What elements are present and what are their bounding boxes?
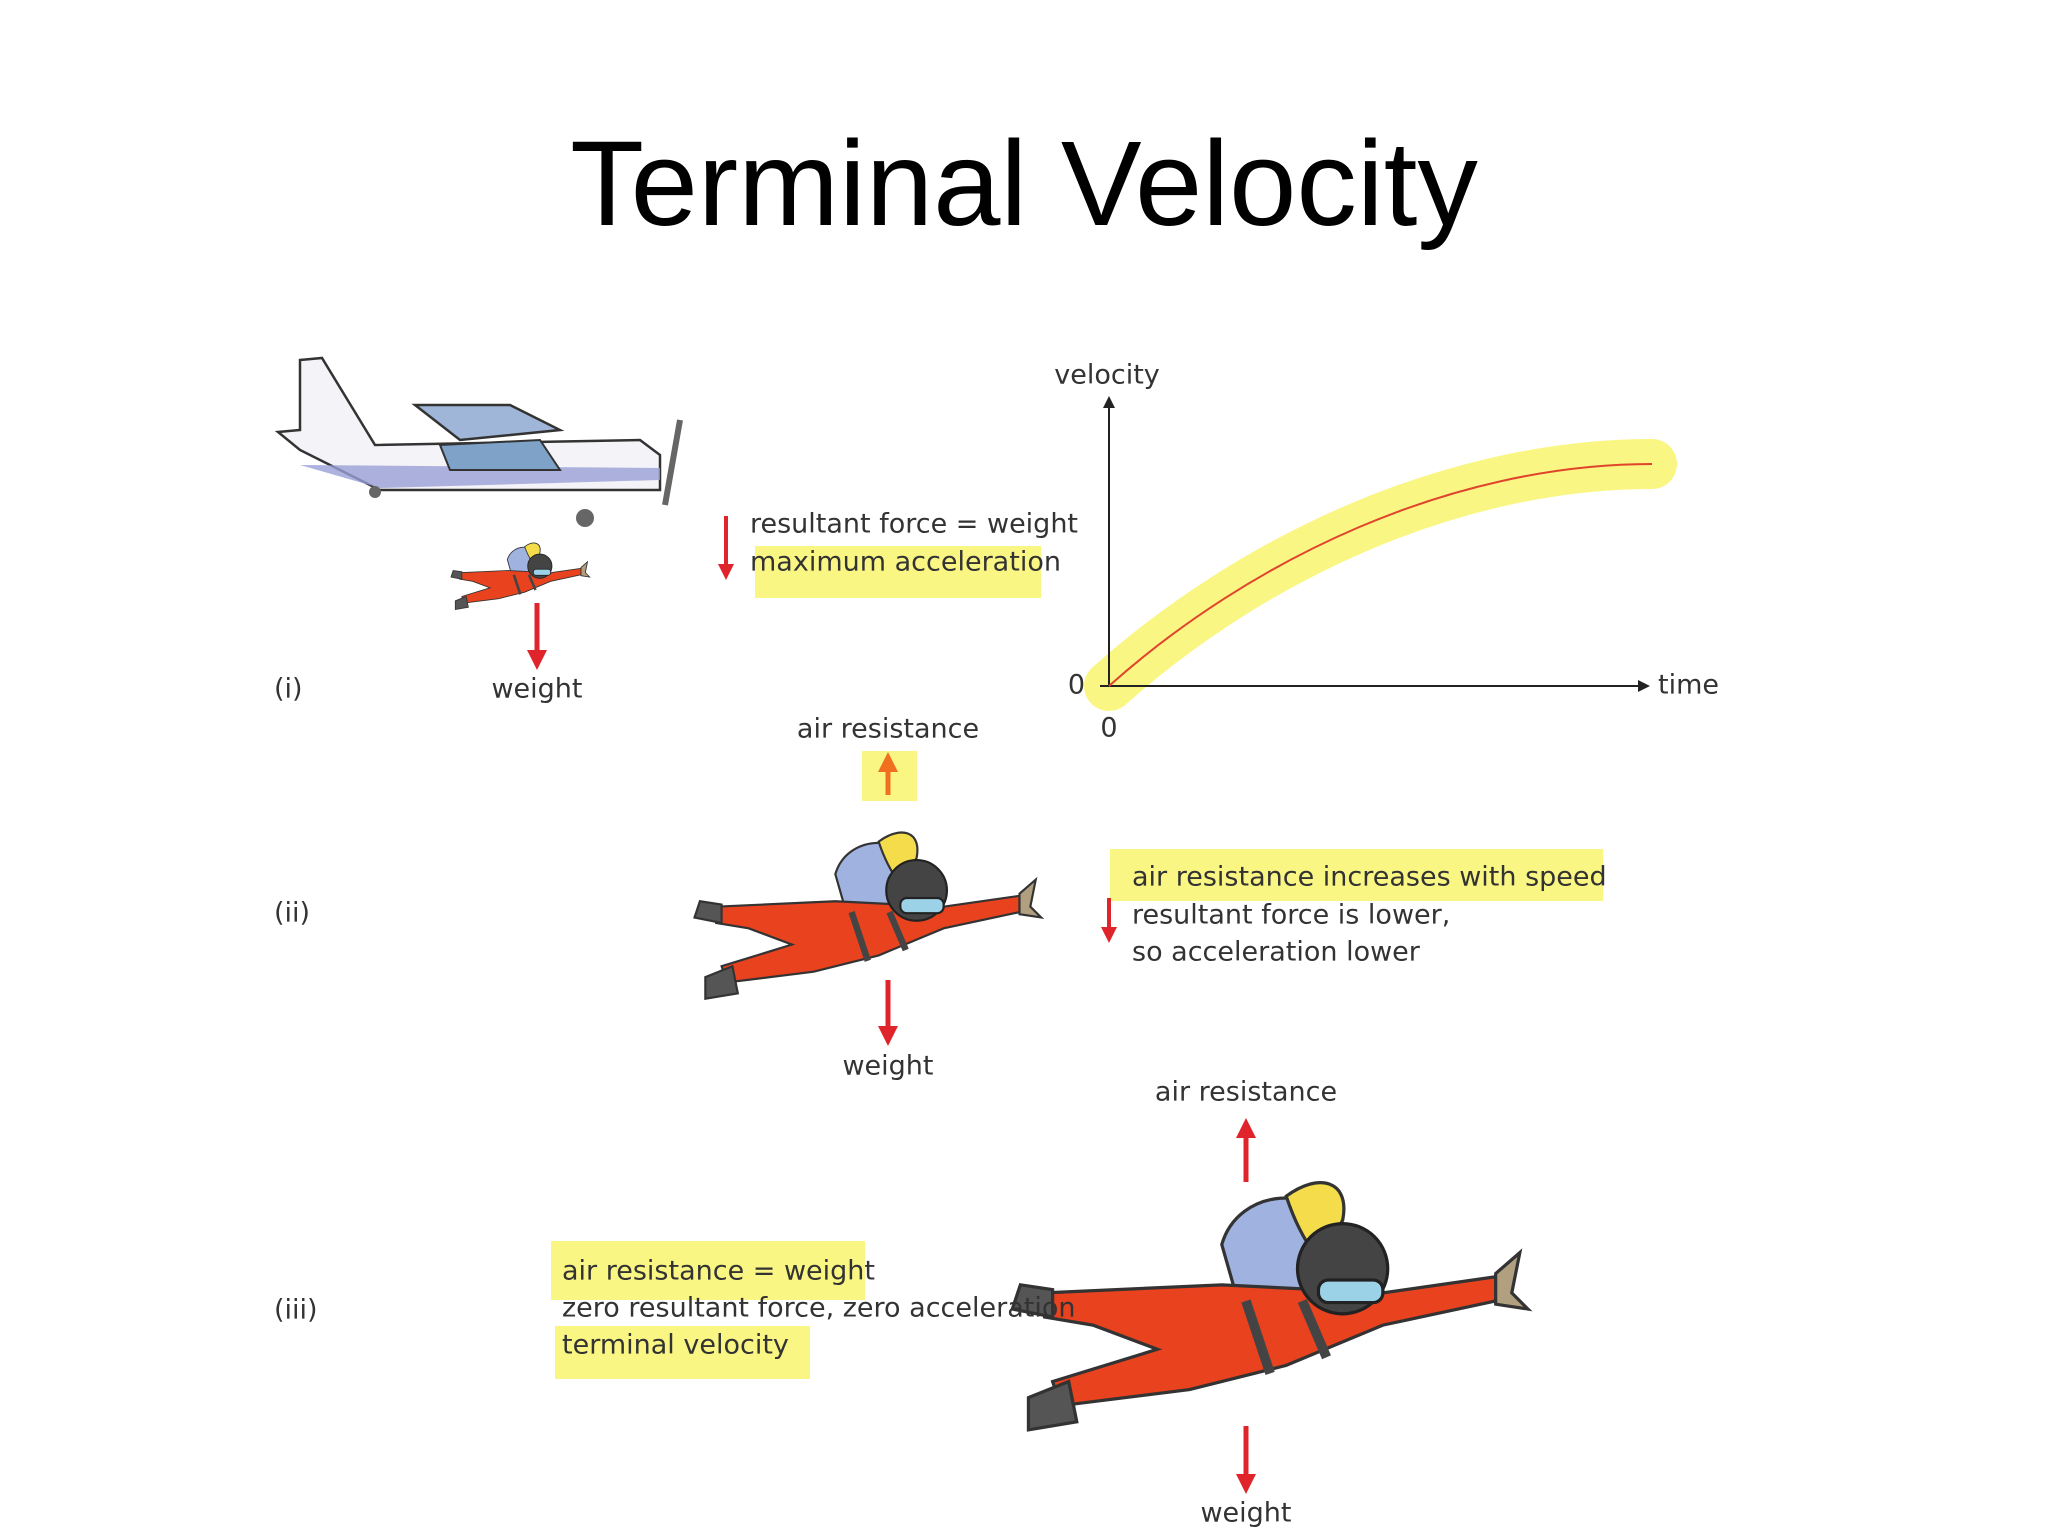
note: resultant force is lower,	[1132, 900, 1450, 931]
note: air resistance = weight	[562, 1256, 875, 1287]
slide-title: Terminal Velocity	[570, 115, 1478, 251]
highlight	[1084, 439, 1677, 711]
weight-label: weight	[491, 674, 582, 705]
stage-label: (i)	[274, 674, 303, 705]
axis-label: time	[1658, 670, 1719, 701]
axis-label: velocity	[1054, 360, 1160, 391]
airplane	[274, 356, 683, 527]
note: maximum acceleration	[750, 547, 1061, 578]
weight-label: weight	[1200, 1498, 1291, 1529]
origin-label: 0	[1100, 713, 1117, 744]
note: so acceleration lower	[1132, 937, 1421, 968]
skydiver	[695, 833, 1042, 999]
skydiver-small	[449, 541, 591, 611]
highlight	[555, 1326, 810, 1379]
stage-label: (iii)	[274, 1295, 318, 1326]
origin-label: 0	[1068, 670, 1085, 701]
weight-label: weight	[842, 1051, 933, 1082]
velocity-curve	[1108, 463, 1653, 687]
highlight	[755, 546, 1041, 598]
skydiver-large	[1012, 1183, 1528, 1430]
stage-label: (ii)	[274, 898, 310, 929]
highlight	[1110, 849, 1603, 901]
note: resultant force = weight	[750, 509, 1078, 540]
note: terminal velocity	[562, 1330, 789, 1361]
note: zero resultant force, zero acceleration	[562, 1293, 1075, 1324]
note: air resistance increases with speed	[1132, 862, 1607, 893]
air-resistance-label: air resistance	[1155, 1077, 1337, 1108]
air-resistance-label: air resistance	[797, 714, 979, 745]
highlight	[551, 1241, 865, 1300]
